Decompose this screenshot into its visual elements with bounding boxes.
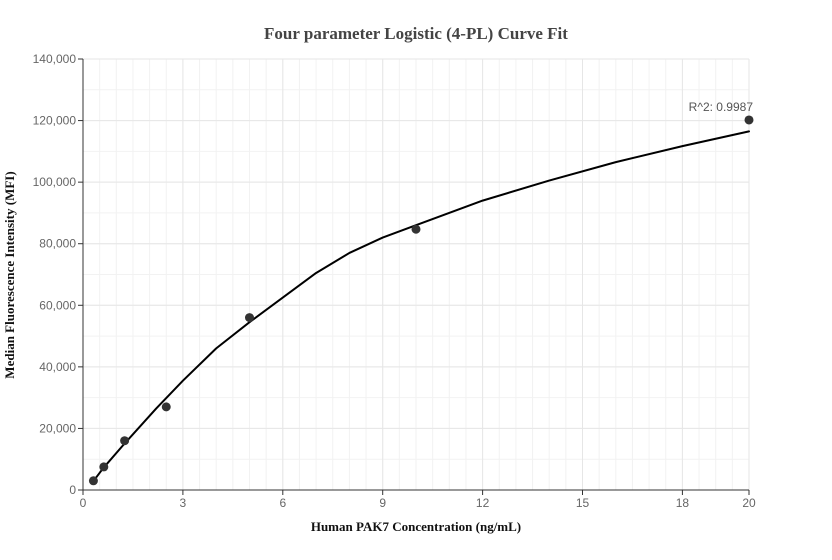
y-tick-label: 120,000 [33,114,77,128]
y-tick-label: 80,000 [39,237,76,251]
data-point [744,115,754,125]
x-tick-label: 3 [180,496,187,510]
x-tick-label: 12 [476,496,490,510]
x-tick-label: 18 [676,496,690,510]
x-tick-label: 20 [742,496,756,510]
tick-labels: 0 3 6 9 12 15 18 20 0 20,000 40,000 60,000 80,000 100… [33,52,756,510]
data-point [161,402,171,412]
axis-layer [78,58,750,495]
x-tick-label: 6 [279,496,286,510]
data-points [88,115,754,486]
data-point [99,462,109,472]
chart-title: Four parameter Logistic (4-PL) Curve Fit [264,24,568,43]
grid-layer [82,58,750,491]
data-point [88,476,98,486]
x-tick-label: 9 [379,496,386,510]
fit-curve [91,130,750,483]
data-point [411,224,421,234]
r-squared-annotation: R^2: 0.9987 [689,100,754,114]
data-point [120,436,130,446]
y-tick-label: 60,000 [39,298,76,312]
y-tick-label: 100,000 [33,175,77,189]
fit-curve-layer [91,130,750,483]
y-axis-title: Median Fluorescence Intensity (MFI) [2,171,17,378]
y-tick-label: 140,000 [33,52,77,66]
annotation-layer: R^2: 0.9987 [689,100,754,114]
x-tick-label: 0 [80,496,87,510]
y-tick-label: 40,000 [39,360,76,374]
y-tick-label: 0 [69,483,76,497]
y-tick-label: 20,000 [39,421,76,435]
x-axis-title: Human PAK7 Concentration (ng/mL) [311,519,521,534]
x-tick-label: 15 [576,496,590,510]
data-point [245,313,254,323]
